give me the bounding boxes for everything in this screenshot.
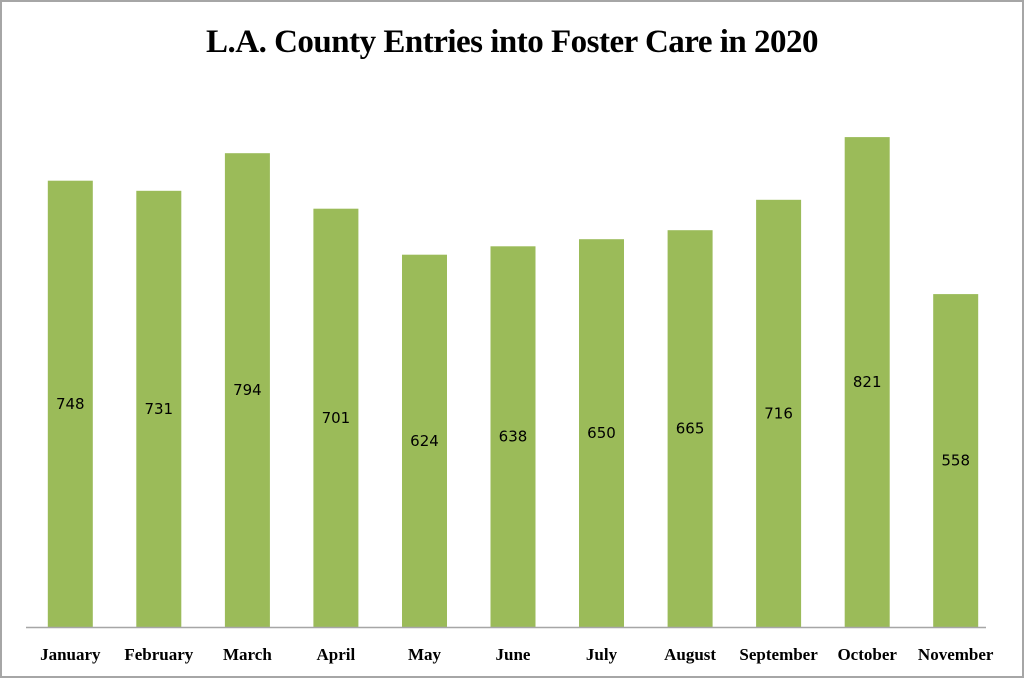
category-label-april: April [317,645,356,664]
data-label-january: 748 [56,395,85,413]
data-label-november: 558 [941,452,970,470]
data-label-october: 821 [853,373,882,391]
category-label-march: March [223,645,272,664]
bar-july [579,239,624,627]
bar-september [756,199,802,628]
data-label-june: 638 [499,428,528,446]
data-label-may: 624 [410,432,439,450]
data-label-july: 650 [587,424,616,442]
category-label-november: November [918,645,994,664]
bar-january [47,180,93,627]
data-label-march: 794 [233,381,262,399]
category-label-february: February [124,645,193,664]
bar-august [667,230,713,627]
bar-october [844,137,890,627]
category-label-october: October [837,645,897,664]
category-labels-group: January February March April May June July Augu… [40,645,994,664]
chart-title: L.A. County Entries into Foster Care in … [205,24,819,60]
bar-june [490,246,536,628]
category-label-july: July [586,645,618,664]
data-labels-group: 748 731 794 701 624 638 650 665 716 821 558 [56,373,970,469]
bars-group [47,137,979,628]
data-label-february: 731 [144,400,173,418]
data-label-august: 665 [676,420,705,438]
bar-march [224,153,270,627]
data-label-april: 701 [322,409,351,427]
category-label-september: September [739,645,818,664]
bar-february [136,190,182,628]
category-label-january: January [40,645,101,664]
data-label-september: 716 [764,404,793,422]
category-label-may: May [408,645,442,664]
category-label-june: June [496,645,531,664]
category-label-august: August [664,645,716,664]
bar-may [402,254,447,627]
bar-november [933,294,979,627]
bar-april [313,208,359,627]
